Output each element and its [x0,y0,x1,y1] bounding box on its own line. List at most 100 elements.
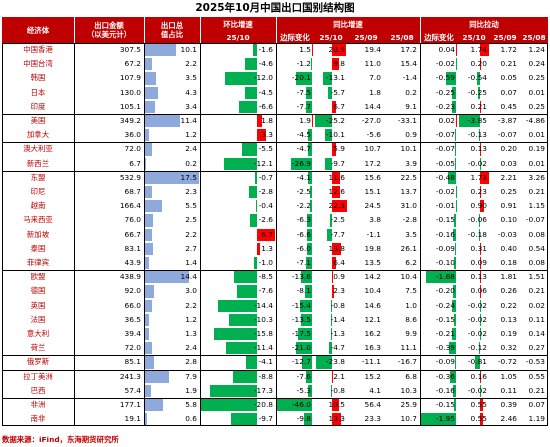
bar-mom [255,200,257,213]
value-pull-prev2: 0.54 [528,243,545,253]
value-mom: -4.5 [258,87,273,97]
group-divider [2,369,548,371]
cell-yoy-prev: 15.6 [348,171,384,185]
bar-share [145,313,149,326]
value-yoy-prev2: -2.8 [402,215,417,225]
cell-pull-prev2: 0.01 [520,157,548,171]
value-pull-prev: -0.07 [497,130,517,140]
value-pull-prev: 2.21 [500,172,517,182]
bar-yoy-change [301,313,312,326]
cell-pull-prev: 0.26 [490,284,520,298]
cell-yoy: 0.9 [314,270,348,284]
value-pull: -0.54 [467,73,487,83]
value-yoy: -10.1 [325,130,345,140]
cell-pull-change: -0.02 [420,185,458,199]
cell-pull: 0.16 [458,370,490,384]
cell-pull-prev2: 0.54 [520,242,548,256]
bar-share [145,299,152,312]
value-pull-prev2: 0.14 [528,329,545,338]
cell-yoy-change: -6.6 [276,228,314,242]
cell-pull-prev2: 1.15 [520,199,548,213]
cell-pull: -3.85 [458,114,490,128]
value-pull-prev2: 1.24 [528,45,545,54]
cell-name: 澳大利亚 [2,142,74,156]
cell-pull-prev: -0.03 [490,228,520,242]
cell-share: 1.2 [144,313,200,327]
bar-pull-change [455,129,457,142]
bar-mom [229,313,257,326]
header-yoy-p1: 25/10 [314,32,348,43]
value-yoy-change: -1.2 [296,59,311,69]
value-yoy-change: -7.7 [296,101,311,111]
value-pull-change: -0.09 [435,357,455,367]
header-mom: 环比增速 [200,17,276,32]
cell-yoy-change: -26.9 [276,157,314,171]
cell-yoy-change: -15.4 [276,299,314,313]
cell-pull-change: -0.16 [420,384,458,398]
bar-mom [224,157,257,170]
bar-yoy [331,299,332,312]
bar-share [145,328,149,341]
value-pull-prev2: 0.11 [528,314,545,324]
value-yoy-change: -4.1 [296,172,311,182]
bar-yoy [326,228,332,241]
table-row: 非洲 177.1 5.8 -20.8 -46.0 10.5 56.4 25.9 -0.15 0.5… [2,398,548,412]
bar-pull [479,413,483,426]
bar-yoy-change [305,86,312,99]
cell-yoy-change: -7.5 [276,86,314,100]
value-yoy-prev: 13.5 [364,258,381,267]
cell-amount: 66.0 [74,299,144,313]
grid-vertical [200,43,201,427]
value-share: 10.1 [180,45,197,54]
bar-mom [256,242,261,255]
table-row: 德国 92.0 3.0 -7.6 -8.1 2.3 10.4 7.5 -0.20 0.06 0.26… [2,284,548,298]
value-pull-change: -0.15 [435,314,455,324]
bar-mom [244,86,257,99]
value-pull-prev2: 1.51 [528,272,545,282]
value-amount: 307.5 [119,45,141,54]
cell-yoy-change: -8.1 [276,284,314,298]
cell-yoy-prev2: 3.5 [384,228,420,242]
cell-pull-change: -0.10 [420,256,458,270]
cell-share: 2.2 [144,299,200,313]
grid-vertical [74,43,75,427]
bar-yoy-change [295,342,312,355]
value-share: 7.9 [185,371,197,381]
value-amount: 67.2 [124,59,141,69]
value-share: 4.3 [185,87,197,97]
bar-mom [255,171,257,184]
cell-yoy-change: -9.8 [276,412,314,426]
value-pull-change: -0.48 [435,172,455,182]
grid-vertical [276,43,277,427]
value-pull-prev: 0.10 [500,215,517,225]
cell-yoy-prev2: 15.4 [384,57,420,71]
value-share: 2.7 [185,243,197,253]
bar-yoy-change [307,242,312,255]
cell-pull-prev2: 0.25 [520,100,548,114]
cell-pull-prev: 1.81 [490,270,520,284]
value-share: 2.2 [185,229,197,239]
bar-mom [242,143,257,156]
value-amount: 68.7 [124,187,141,196]
cell-pull-prev2: 0.55 [520,370,548,384]
bar-yoy-change [306,257,312,270]
table-row: 欧盟 438.9 14.4 -8.5 -13.6 0.9 14.2 10.4 -1.68 0.13… [2,270,548,284]
economy-name: 非洲 [30,400,46,409]
bar-yoy [328,342,332,355]
bar-yoy-change [311,44,313,57]
cell-pull-change: -0.25 [420,86,458,100]
value-amount: 532.9 [119,172,141,182]
value-pull-prev2: 0.01 [528,158,545,168]
cell-pull-prev: 0.07 [490,86,520,100]
cell-mom: -8.8 [200,370,276,384]
cell-pull-prev: 0.11 [490,384,520,398]
bar-pull [478,228,480,241]
cell-pull-change: -0.02 [420,57,458,71]
value-pull: 0.21 [470,101,487,111]
cell-pull-prev: 0.25 [490,185,520,199]
cell-pull-change: -0.24 [420,299,458,313]
value-pull-prev: 0.40 [500,243,517,253]
cell-yoy-change: -6.0 [276,242,314,256]
cell-yoy-prev: 17.2 [348,157,384,171]
bar-pull-change [445,72,457,85]
